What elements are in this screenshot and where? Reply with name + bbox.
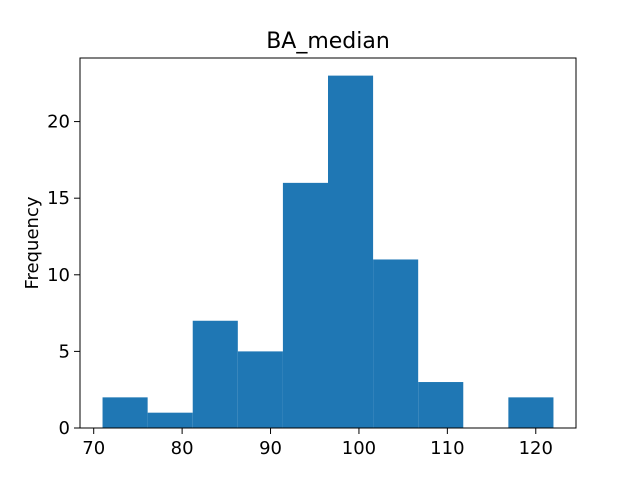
histogram-bar [102, 397, 148, 428]
x-axis-ticks: 70 80 90 100 110 120 [82, 428, 553, 459]
x-tick-label: 120 [519, 438, 553, 459]
chart-title: BA_median [266, 29, 390, 54]
plot-frame [79, 57, 577, 429]
y-axis-label: Frequency [22, 196, 43, 289]
x-tick-label: 100 [342, 438, 376, 459]
histogram-bar [237, 351, 283, 428]
y-axis-ticks: 0 5 10 15 20 [47, 112, 80, 439]
histogram-bar [282, 182, 328, 428]
y-tick-label: 10 [47, 265, 70, 286]
histogram-bar [418, 382, 464, 428]
y-tick-label: 0 [59, 418, 70, 439]
y-tick-label: 5 [59, 341, 70, 362]
x-tick-label: 70 [82, 438, 105, 459]
y-tick-label: 20 [47, 112, 70, 133]
x-tick-label: 90 [259, 438, 282, 459]
histogram-bar [192, 320, 238, 428]
x-tick-label: 80 [171, 438, 194, 459]
x-tick-label: 110 [430, 438, 464, 459]
histogram-bar [147, 412, 193, 428]
histogram-bar [373, 259, 419, 428]
histogram-bar [328, 75, 374, 428]
bars-group [102, 75, 554, 428]
y-tick-label: 15 [47, 188, 70, 209]
histogram-bar [508, 397, 554, 428]
